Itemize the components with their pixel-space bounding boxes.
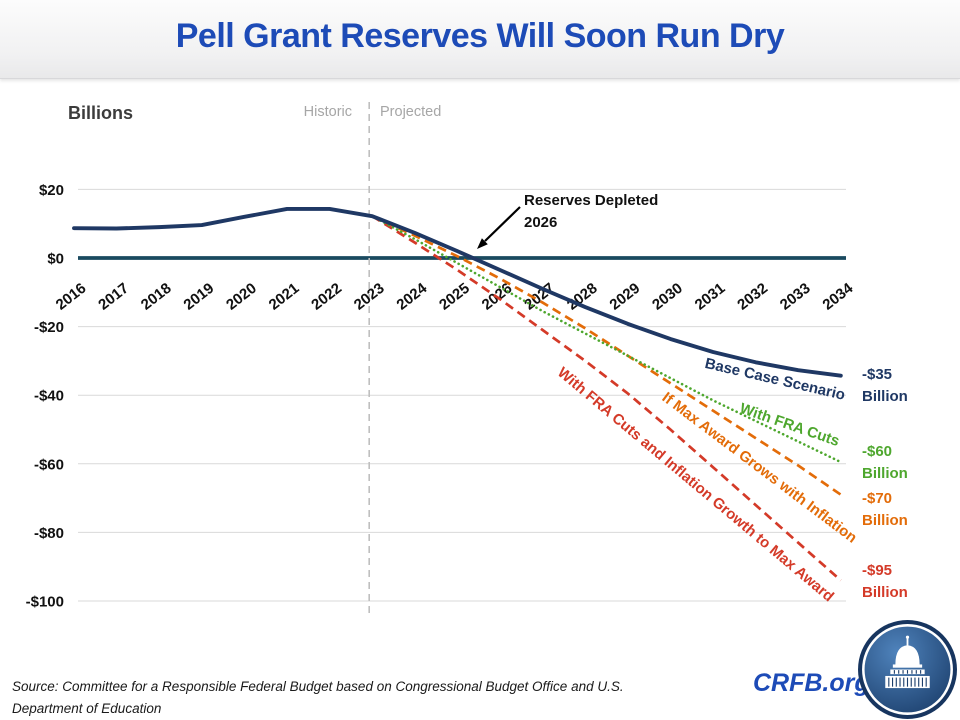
x-tick-label-2020: 2020 (223, 280, 260, 314)
end-value: -$95 (862, 562, 893, 579)
chart-title: Pell Grant Reserves Will Soon Run Dry (175, 17, 785, 55)
x-tick-label-2021: 2021 (266, 280, 303, 314)
series-line-1-dotted (370, 214, 843, 464)
end-label-fra-cuts-and-inflation: -$95 Billion (862, 560, 908, 604)
end-unit: Billion (862, 512, 908, 529)
x-tick-label-2033: 2033 (777, 280, 814, 314)
capitol-columns (888, 670, 927, 687)
x-tick-label-2025: 2025 (436, 280, 473, 314)
x-tick-label-2027: 2027 (521, 280, 558, 314)
x-tick-label-2029: 2029 (606, 280, 643, 314)
y-tick-label--80: -$80 (34, 525, 64, 542)
end-value: -$60 (862, 443, 893, 460)
end-label-max-award-inflation: -$70 Billion (862, 488, 908, 532)
source-note: Source: Committee for a Responsible Fede… (12, 676, 624, 720)
annotation-line1: Reserves Depleted (524, 192, 659, 209)
annotation-arrow-head (477, 238, 488, 249)
end-value: -$70 (862, 490, 893, 507)
annotation-arrow-line (484, 206, 521, 242)
source-line2: Department of Education (12, 701, 162, 716)
y-axis-title: Billions (68, 103, 134, 123)
series-line-2-dashed (371, 214, 842, 496)
x-tick-label-2030: 2030 (649, 280, 686, 314)
end-unit: Billion (862, 584, 908, 601)
y-tick-label--60: -$60 (34, 456, 64, 473)
x-tick-label-2034: 2034 (819, 279, 856, 313)
x-tick-label-2028: 2028 (564, 280, 601, 314)
annotation-line2: 2026 (524, 214, 558, 231)
x-tick-label-2022: 2022 (308, 280, 345, 314)
series-line-0-solid (72, 207, 843, 378)
x-tick-label-2016: 2016 (53, 280, 90, 314)
series-line-3-dashed (371, 215, 842, 582)
crfb-capitol-logo (858, 620, 957, 719)
y-tick-label--100: -$100 (26, 594, 64, 611)
x-tick-label-2019: 2019 (180, 280, 217, 314)
crfb-org-text: CRFB.org (753, 669, 870, 697)
x-tick-label-2032: 2032 (734, 280, 771, 314)
x-tick-label-2017: 2017 (95, 280, 132, 314)
historic-label: Historic (303, 104, 352, 120)
projected-label: Projected (380, 104, 442, 120)
reserves-depleted-annotation: Reserves Depleted 2026 (524, 190, 658, 234)
end-label-base-case: -$35 Billion (862, 364, 908, 408)
x-tick-label-2018: 2018 (138, 280, 175, 314)
y-tick-label--20: -$20 (34, 319, 64, 336)
end-unit: Billion (862, 388, 908, 405)
end-value: -$35 (862, 366, 893, 383)
source-line1: Source: Committee for a Responsible Fede… (12, 679, 624, 694)
title-bar: Pell Grant Reserves Will Soon Run Dry (0, 0, 960, 79)
y-tick-label-0: $0 (47, 251, 64, 268)
x-tick-label-2024: 2024 (393, 279, 430, 313)
x-tick-label-2031: 2031 (692, 280, 729, 314)
chart-area: $20 $0 -$20 -$40 -$60 -$80 -$100 2016 2017 2018 20… (0, 78, 960, 638)
end-unit: Billion (862, 465, 908, 482)
end-label-fra-cuts: -$60 Billion (862, 441, 908, 485)
y-tick-label-20: $20 (39, 182, 64, 199)
y-tick-label--40: -$40 (34, 388, 64, 405)
